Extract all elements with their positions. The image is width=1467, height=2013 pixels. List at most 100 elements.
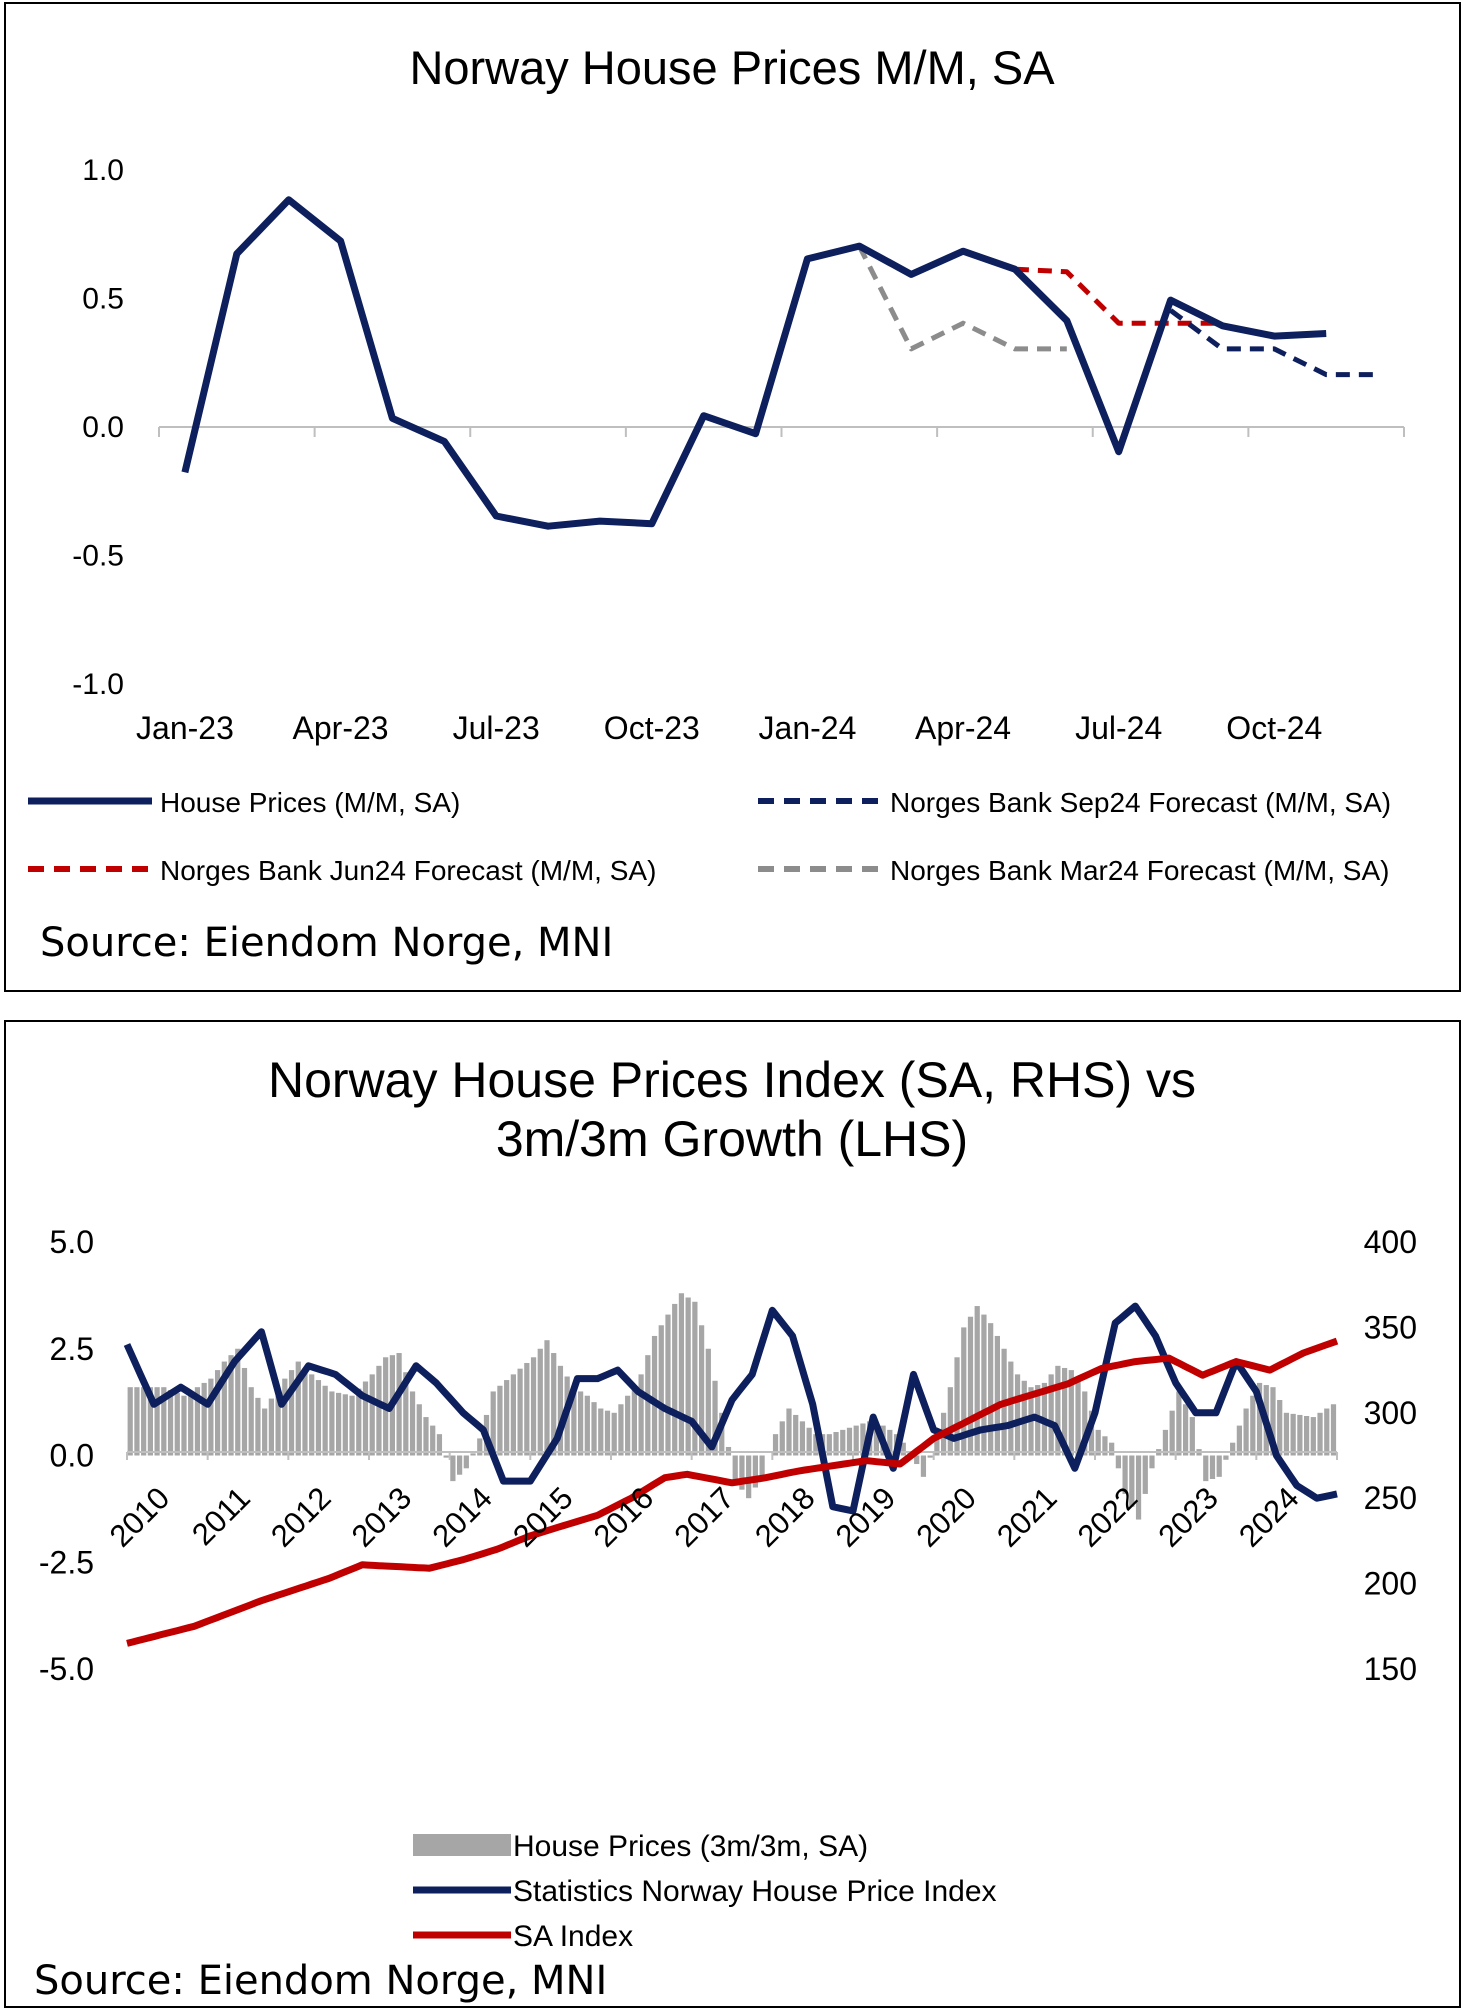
bar xyxy=(1162,1429,1169,1456)
x-tick-label: 2020 xyxy=(909,1480,983,1554)
bar xyxy=(188,1391,194,1456)
bar xyxy=(1189,1417,1195,1456)
x-tick-label: 2021 xyxy=(990,1480,1064,1554)
bar xyxy=(1169,1410,1175,1456)
x-tick-label: 2012 xyxy=(264,1480,338,1554)
bar xyxy=(403,1372,409,1456)
bar xyxy=(678,1293,685,1456)
y-tick-label-left: -5.0 xyxy=(39,1651,94,1687)
bar xyxy=(779,1421,785,1456)
bar xyxy=(1277,1399,1283,1456)
bar xyxy=(1250,1395,1256,1456)
bar xyxy=(1324,1408,1330,1456)
y-tick-label: -1.0 xyxy=(72,668,124,701)
bar xyxy=(598,1408,604,1456)
bar xyxy=(1055,1365,1061,1456)
source-note: Source: Eiendom Norge, MNI xyxy=(40,920,613,966)
bar xyxy=(1209,1455,1216,1479)
y-tick-label: -0.5 xyxy=(72,540,124,573)
bar xyxy=(665,1314,671,1456)
x-tick-label: Jul-23 xyxy=(453,710,540,746)
y-tick-label-right: 200 xyxy=(1364,1566,1417,1602)
series-line-0 xyxy=(181,196,1327,530)
bar xyxy=(208,1378,214,1456)
bar xyxy=(813,1434,819,1456)
bar xyxy=(470,1453,476,1456)
bar xyxy=(1256,1382,1263,1456)
bar xyxy=(759,1455,765,1477)
y-tick-label: 0.5 xyxy=(82,283,124,316)
bar xyxy=(349,1395,355,1456)
bar xyxy=(1297,1414,1303,1456)
bar xyxy=(591,1402,597,1456)
bar xyxy=(557,1365,564,1456)
bar xyxy=(174,1392,180,1456)
x-tick-label: Apr-24 xyxy=(915,710,1011,746)
y-tick-label-right: 350 xyxy=(1364,1309,1417,1345)
bar xyxy=(1048,1374,1054,1456)
legend-label-sa: SA Index xyxy=(513,1920,633,1953)
bar xyxy=(443,1455,449,1458)
series-line-1 xyxy=(1169,308,1379,378)
y-tick-label: 0.0 xyxy=(82,411,124,444)
bar xyxy=(611,1412,617,1456)
bar xyxy=(463,1455,469,1469)
bar xyxy=(927,1455,933,1458)
bar xyxy=(1176,1391,1182,1456)
bar xyxy=(315,1380,322,1456)
x-tick-label: Jan-24 xyxy=(759,710,857,746)
bar xyxy=(672,1303,678,1456)
legend-label-ssb: Statistics Norway House Price Index xyxy=(513,1875,997,1908)
x-tick-label: 2010 xyxy=(103,1480,177,1554)
bar xyxy=(396,1353,402,1456)
bar xyxy=(490,1391,496,1456)
bar xyxy=(618,1404,624,1456)
bar xyxy=(974,1306,980,1456)
bar xyxy=(732,1455,738,1482)
bar xyxy=(692,1301,698,1456)
bar xyxy=(335,1392,342,1456)
bar xyxy=(584,1395,590,1456)
bar xyxy=(1216,1455,1222,1477)
bar xyxy=(127,1387,133,1456)
bar xyxy=(248,1387,254,1456)
x-tick-label: 2019 xyxy=(829,1480,903,1554)
bar xyxy=(826,1434,832,1456)
bar xyxy=(793,1414,799,1456)
bar xyxy=(1008,1361,1014,1456)
bar xyxy=(322,1385,328,1456)
bar xyxy=(1303,1416,1310,1456)
bar xyxy=(167,1390,174,1456)
bar xyxy=(342,1394,348,1456)
bar xyxy=(752,1455,758,1488)
bar xyxy=(537,1348,543,1456)
x-tick-label: 2018 xyxy=(748,1480,822,1554)
bar xyxy=(1223,1455,1229,1460)
bar xyxy=(423,1417,429,1456)
x-tick-label: Oct-24 xyxy=(1226,710,1322,746)
bar xyxy=(497,1385,503,1456)
bar xyxy=(1236,1425,1242,1456)
bar xyxy=(772,1434,779,1456)
bar xyxy=(887,1429,893,1456)
x-tick-label: 2014 xyxy=(425,1480,499,1554)
bar xyxy=(1129,1455,1135,1507)
bar xyxy=(698,1325,705,1456)
y-tick-label-left: -2.5 xyxy=(39,1544,94,1580)
bar xyxy=(645,1355,651,1456)
bar xyxy=(961,1327,967,1456)
bar xyxy=(1182,1404,1189,1456)
legend-label-jun24: Norges Bank Jun24 Forecast (M/M, SA) xyxy=(160,855,656,886)
bar xyxy=(1203,1455,1209,1482)
bar xyxy=(530,1357,537,1456)
legend-label-mar24: Norges Bank Mar24 Forecast (M/M, SA) xyxy=(890,855,1389,886)
bar xyxy=(840,1429,846,1456)
x-tick-label: 2023 xyxy=(1151,1480,1225,1554)
bar xyxy=(1102,1436,1108,1456)
bar xyxy=(201,1382,207,1456)
bar xyxy=(134,1387,140,1456)
bar xyxy=(221,1361,227,1456)
bar xyxy=(329,1391,335,1456)
bar xyxy=(1142,1455,1148,1494)
bar xyxy=(409,1391,416,1456)
